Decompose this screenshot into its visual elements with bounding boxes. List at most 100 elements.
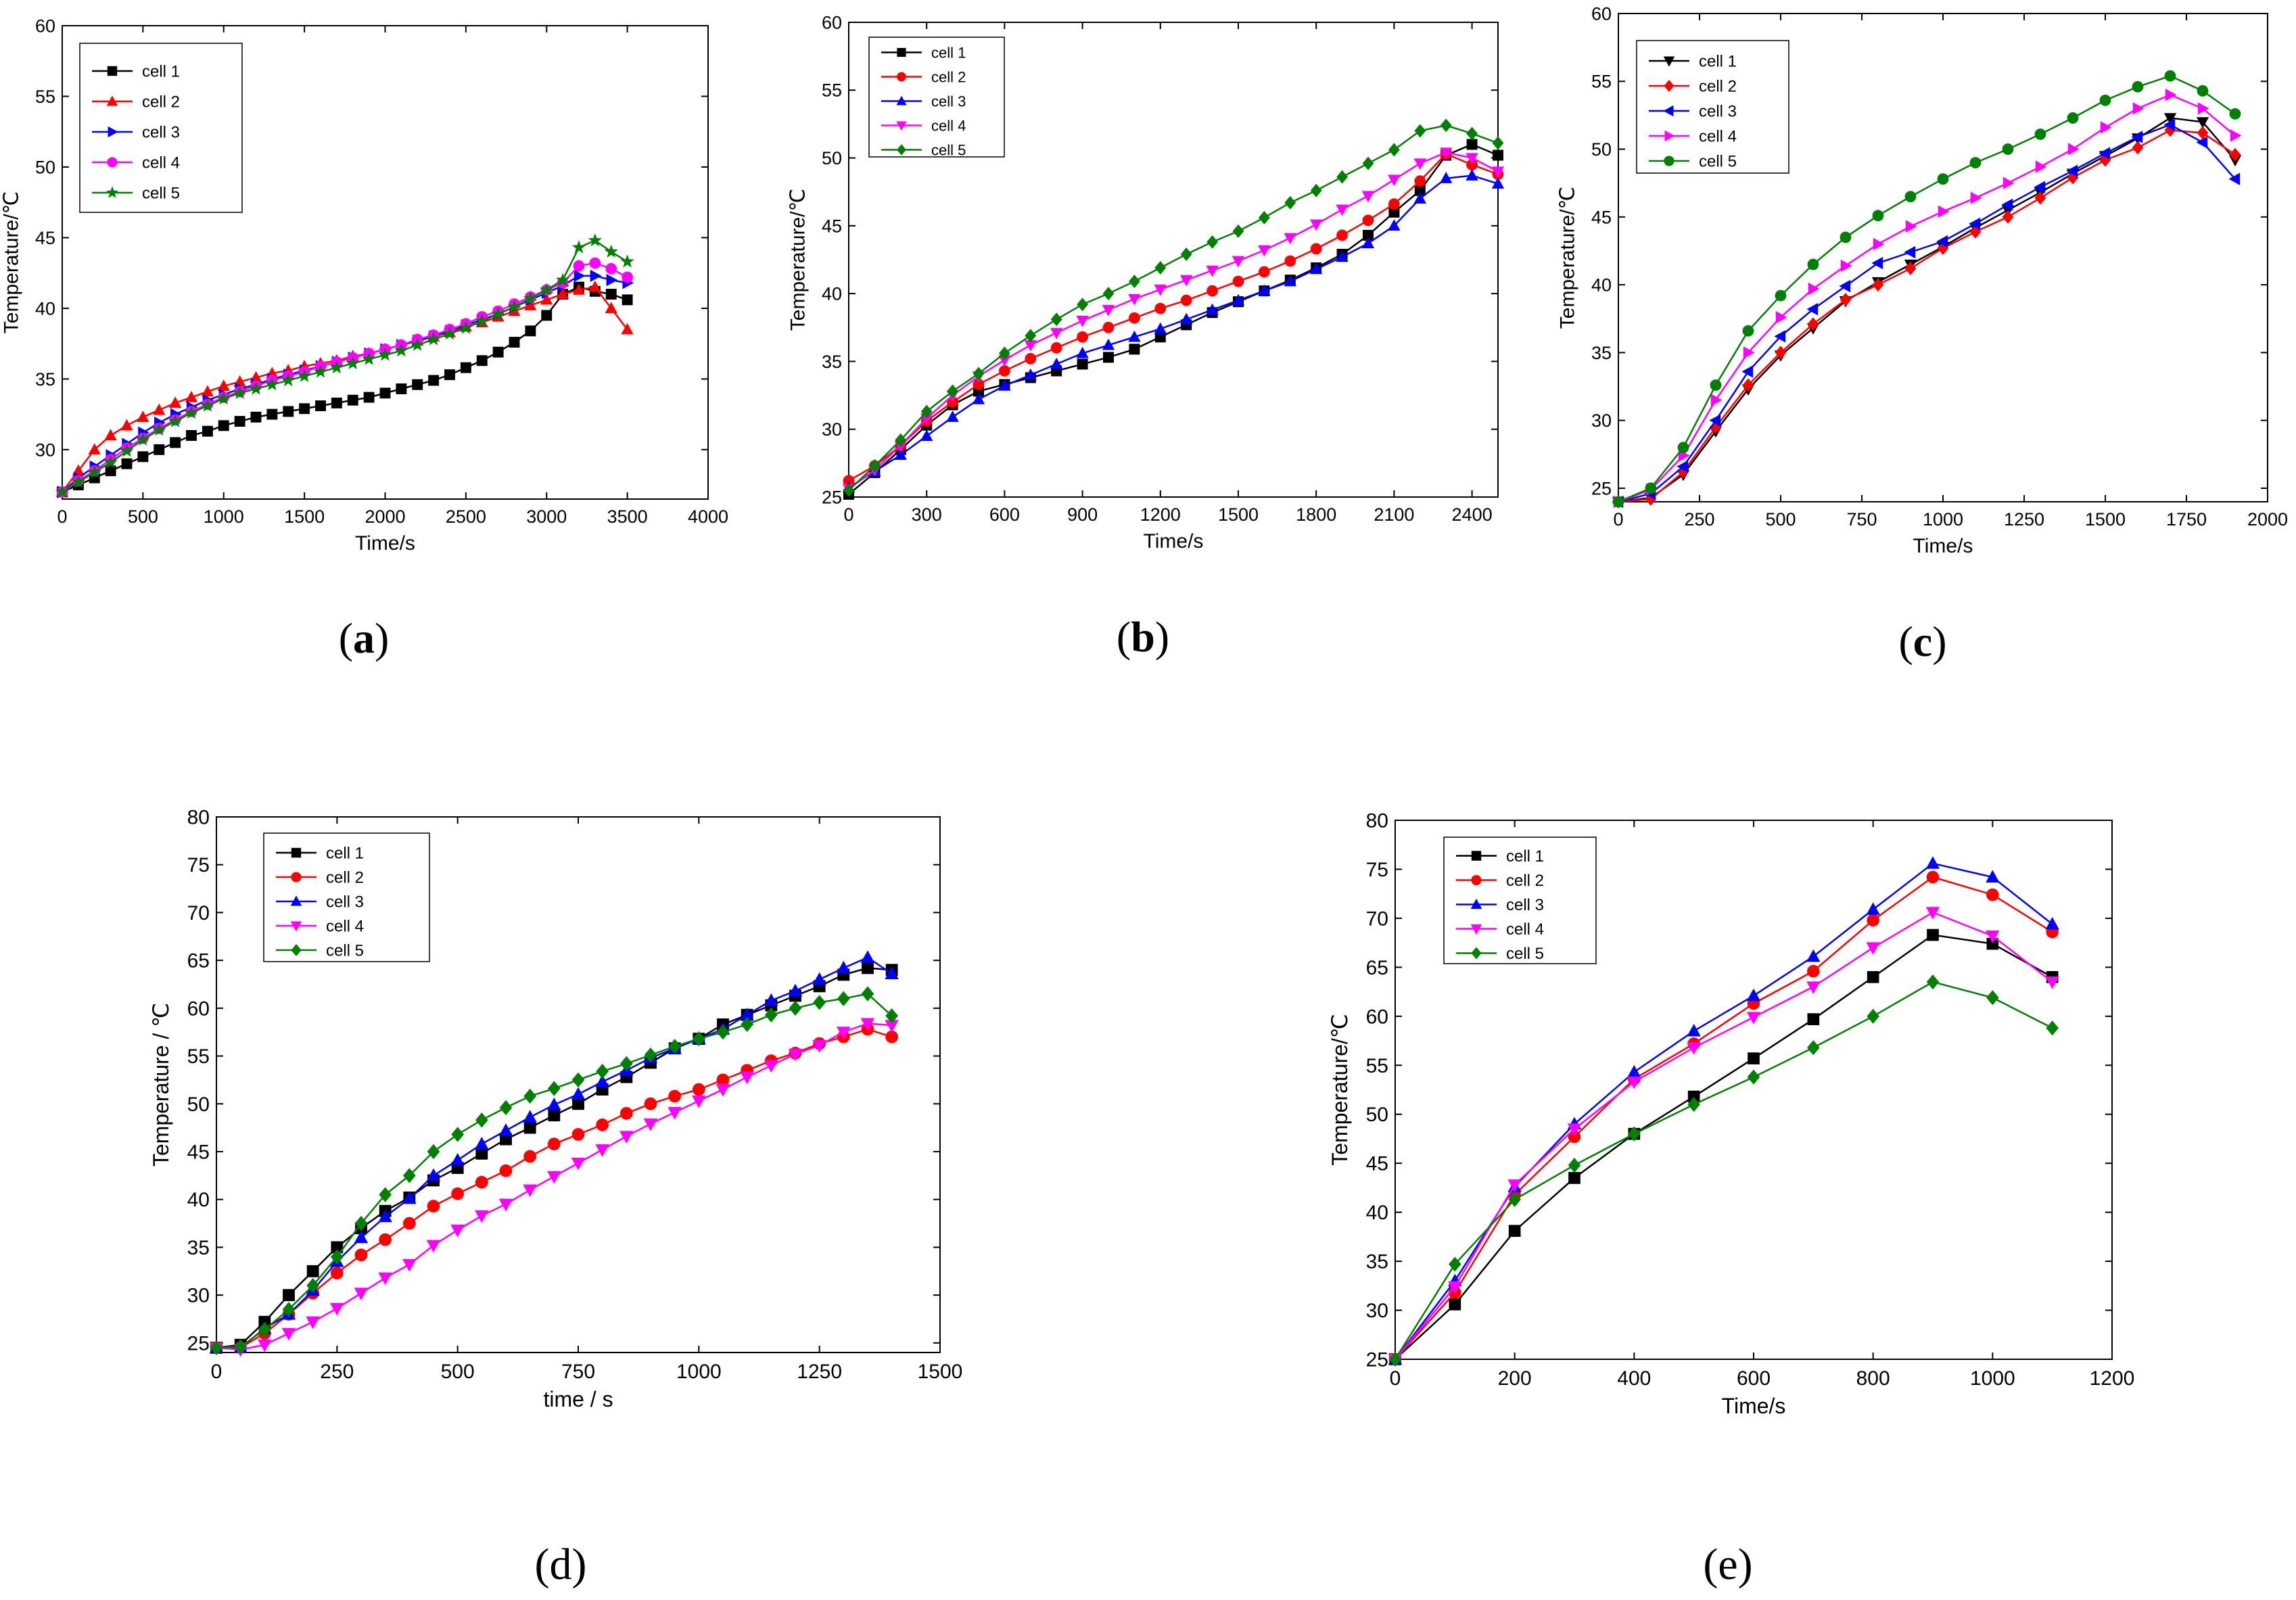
data-point-b-cell-4	[1258, 245, 1271, 257]
x-tick-label-a: 0	[57, 507, 67, 527]
x-tick-label-c: 1500	[2085, 509, 2126, 530]
data-point-a-cell-5	[620, 254, 634, 268]
y-tick-label-c: 50	[1591, 139, 1612, 160]
data-point-d-cell-4	[885, 1020, 899, 1033]
series-line-c-cell-5	[1618, 74, 2236, 503]
data-point-d-cell-4	[643, 1118, 658, 1131]
series-line-e-cell-5	[1394, 981, 2053, 1360]
data-point-a-cell-2	[588, 281, 602, 292]
data-point-a-cell-5	[459, 321, 473, 334]
data-point-e-cell-5	[1449, 1256, 1461, 1272]
data-point-c-cell-2	[2034, 191, 2046, 205]
data-point-d-cell-4	[281, 1327, 296, 1341]
legend-marker-d-cell-2	[291, 872, 302, 883]
data-point-b-cell-5	[1362, 156, 1374, 170]
data-point-b-cell-2	[1154, 302, 1167, 314]
legend-d	[263, 832, 430, 962]
data-point-b-cell-2	[1310, 243, 1322, 255]
data-point-d-cell-5	[210, 1340, 223, 1356]
data-point-b-cell-1	[1103, 352, 1114, 363]
data-point-b-cell-3	[1128, 330, 1141, 342]
x-tick-label-a: 3500	[607, 507, 648, 527]
y-tick-label-d: 75	[187, 854, 210, 876]
x-tick-label-d: 500	[441, 1361, 475, 1383]
y-tick-label-e: 40	[1366, 1202, 1388, 1224]
x-tick-label-b: 2400	[1452, 504, 1493, 525]
data-point-d-cell-5	[354, 1215, 368, 1231]
data-point-e-cell-2	[1926, 870, 1940, 884]
data-point-d-cell-3	[885, 966, 899, 979]
data-point-c-cell-5	[1872, 210, 1884, 222]
data-point-d-cell-5	[716, 1025, 730, 1040]
data-point-a-cell-1	[234, 416, 245, 427]
data-point-b-cell-1	[1466, 139, 1478, 150]
data-point-b-cell-3	[1076, 346, 1089, 358]
data-point-a-cell-1	[492, 346, 504, 358]
legend-marker-e-cell-2	[1471, 874, 1482, 886]
data-point-e-cell-2	[1867, 914, 1879, 927]
legend-marker-d-cell-4	[290, 921, 302, 932]
data-point-b-cell-4	[1440, 147, 1453, 160]
data-point-b-cell-2	[1259, 266, 1270, 278]
data-point-d-cell-2	[596, 1119, 609, 1131]
data-point-c-cell-2	[1807, 317, 1819, 331]
data-point-e-cell-1	[1508, 1225, 1521, 1238]
data-point-c-cell-5	[1612, 496, 1624, 508]
data-point-b-cell-4	[1180, 275, 1193, 287]
data-point-e-cell-5	[1687, 1097, 1700, 1112]
data-point-b-cell-3	[894, 448, 907, 461]
legend-label-d-cell-5: cell 5	[326, 942, 364, 960]
data-point-d-cell-4	[547, 1171, 561, 1184]
data-point-e-cell-4	[1687, 1042, 1701, 1055]
data-point-d-cell-4	[330, 1302, 344, 1316]
data-point-a-cell-1	[218, 420, 229, 431]
data-point-d-cell-5	[258, 1321, 271, 1338]
data-point-b-cell-1	[1493, 149, 1503, 161]
data-point-c-cell-5	[1840, 231, 1852, 243]
legend-label-c-cell-2: cell 2	[1699, 78, 1737, 96]
x-tick-label-a: 2000	[365, 507, 405, 527]
data-point-b-cell-2	[1129, 312, 1140, 324]
y-tick-label-d: 65	[187, 950, 210, 972]
data-point-c-cell-3	[1806, 303, 1819, 316]
data-point-d-cell-5	[451, 1127, 465, 1142]
x-tick-label-a: 1000	[204, 507, 244, 527]
data-point-b-cell-4	[1154, 284, 1167, 296]
data-point-d-cell-5	[789, 1000, 802, 1016]
data-point-d-cell-4	[523, 1184, 537, 1198]
data-point-a-cell-1	[137, 451, 149, 463]
data-point-a-cell-1	[444, 369, 455, 381]
data-point-a-cell-2	[605, 302, 617, 314]
x-axis-label-b: Time/s	[1144, 530, 1204, 552]
data-point-d-cell-3	[523, 1110, 537, 1123]
legend-marker-c-cell-2	[1664, 80, 1674, 92]
panel-caption-letter-c: c	[1913, 617, 1932, 665]
y-tick-label-e: 50	[1366, 1104, 1388, 1126]
x-tick-label-a: 4000	[688, 507, 728, 527]
legend-marker-c-cell-1	[1663, 56, 1675, 67]
y-tick-label-d: 25	[187, 1332, 210, 1355]
data-point-d-cell-2	[427, 1200, 440, 1213]
data-point-e-cell-3	[2045, 917, 2059, 930]
data-point-d-cell-3	[764, 993, 778, 1006]
x-tick-label-e: 200	[1498, 1367, 1532, 1390]
data-point-c-cell-4	[1970, 191, 1982, 204]
data-point-e-cell-5	[1867, 1008, 1879, 1024]
data-point-c-cell-4	[1840, 259, 1852, 273]
legend-label-a-cell-1: cell 1	[142, 63, 180, 81]
panel-caption-close-c: )	[1932, 617, 1946, 665]
data-point-a-cell-1	[622, 294, 633, 306]
data-point-b-cell-5	[1388, 143, 1400, 157]
y-tick-label-b: 55	[822, 80, 842, 101]
y-tick-label-e: 35	[1366, 1251, 1388, 1273]
data-point-d-cell-1	[306, 1265, 319, 1277]
data-point-c-cell-4	[2197, 102, 2209, 115]
y-tick-label-b: 30	[822, 419, 842, 440]
data-point-a-cell-5	[249, 381, 263, 395]
data-point-b-cell-5	[1414, 124, 1426, 138]
data-point-e-cell-4	[1627, 1076, 1641, 1089]
y-tick-label-e: 30	[1366, 1300, 1388, 1322]
legend-label-d-cell-2: cell 2	[326, 869, 364, 887]
data-point-d-cell-2	[716, 1073, 730, 1087]
x-tick-label-c: 2000	[2247, 509, 2288, 530]
